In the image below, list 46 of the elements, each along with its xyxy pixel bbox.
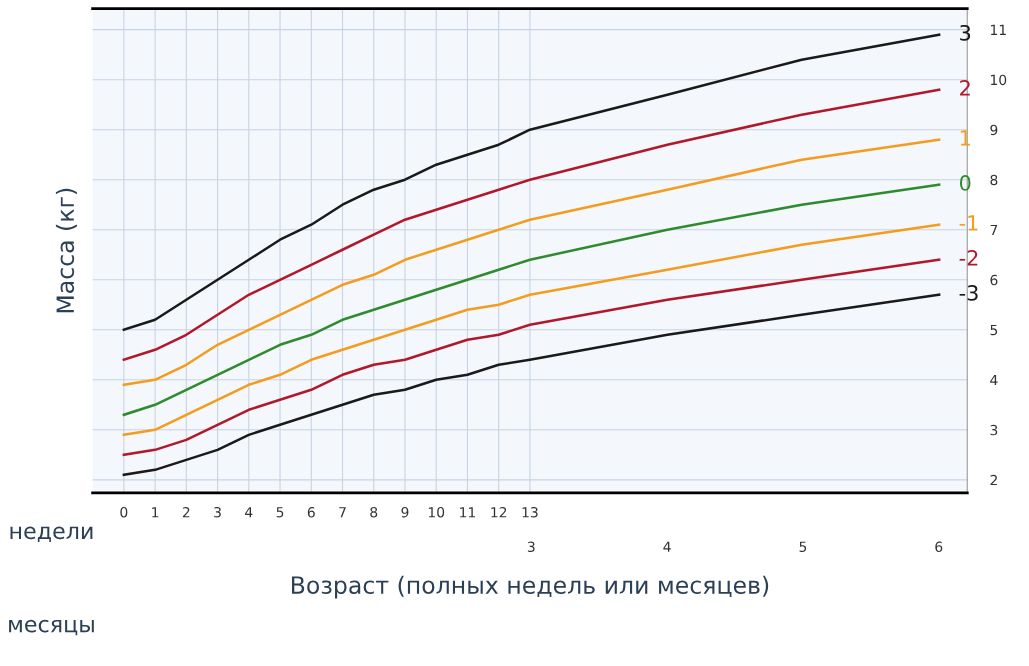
line-series xyxy=(122,33,941,332)
y-tick-label: 8 xyxy=(990,174,998,186)
line-series xyxy=(122,88,941,362)
series-label: 0 xyxy=(959,175,971,191)
x-tick-label: 1 xyxy=(152,507,159,518)
line-series xyxy=(122,138,941,387)
x2-tick-label: 6 xyxy=(935,541,943,553)
y-tick-label: 6 xyxy=(990,274,998,286)
line-series xyxy=(122,293,941,477)
x-tick-label: 8 xyxy=(370,506,378,518)
y-tick-label: 11 xyxy=(991,24,1006,35)
x-tick-label: 4 xyxy=(245,507,253,518)
x2-tick-label: 3 xyxy=(527,541,535,553)
series-label: 1 xyxy=(960,130,970,146)
x2-tick-label: 5 xyxy=(799,541,807,553)
x2-tick-label: 4 xyxy=(663,541,671,552)
y-tick-label: 7 xyxy=(990,224,998,236)
y-tick-label: 2 xyxy=(990,474,997,486)
x-tick-label: 6 xyxy=(307,506,315,518)
y-axis-title: Масса (кг) xyxy=(55,188,77,313)
text: недели xyxy=(10,526,93,542)
x-tick-label: 10 xyxy=(428,506,445,518)
y-tick-label: 5 xyxy=(990,324,998,336)
line-series xyxy=(122,223,941,437)
x-tick-label: 12 xyxy=(491,506,507,518)
y-tick-label: 3 xyxy=(990,424,998,436)
series-label: -3 xyxy=(959,285,978,301)
series-label: 3 xyxy=(960,24,971,41)
y-tick-label: 9 xyxy=(990,124,998,136)
x-axis-title: Возраст (полных недель или месяцев) xyxy=(292,575,769,599)
x-tick-label: 0 xyxy=(120,506,128,518)
line-series xyxy=(122,258,941,457)
series-label: -1 xyxy=(959,215,978,231)
x-tick-label: 2 xyxy=(182,506,190,518)
x-tick-label: 3 xyxy=(214,506,221,518)
text: месяцы xyxy=(9,619,94,636)
x-tick-label: 13 xyxy=(522,506,538,518)
x-tick-label: 11 xyxy=(460,507,476,518)
x-tick-label: 9 xyxy=(401,506,409,518)
y-tick-label: 10 xyxy=(991,74,1007,86)
x-tick-label: 5 xyxy=(276,507,284,518)
series-label: 2 xyxy=(960,79,970,96)
line-series xyxy=(122,183,941,417)
x-tick-label: 7 xyxy=(339,507,346,518)
series-label: -2 xyxy=(959,250,978,266)
y-tick-label: 4 xyxy=(990,374,998,386)
